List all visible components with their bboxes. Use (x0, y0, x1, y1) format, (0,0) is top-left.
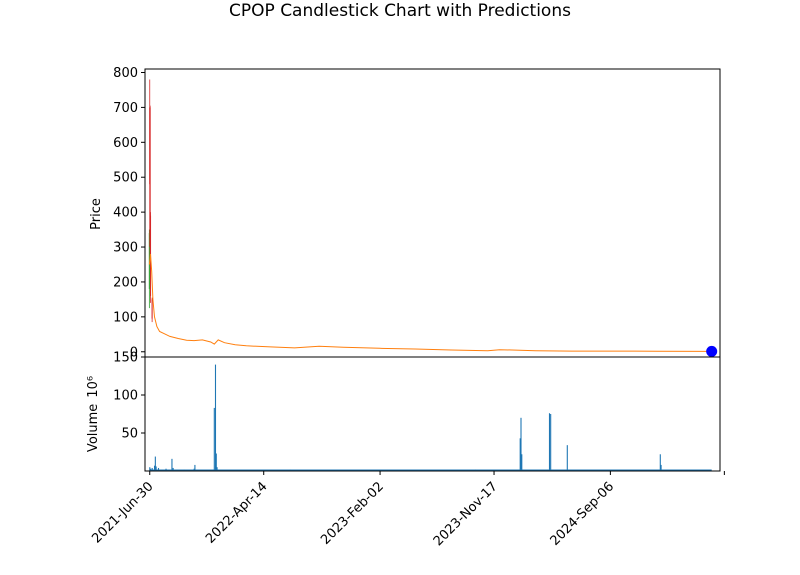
price-y-tick-label-0: 0 (130, 345, 138, 360)
volume-axes-frame (144, 356, 721, 472)
volume-y-tick-label-50: 50 (121, 427, 138, 442)
price-y-tick-label-400: 400 (113, 206, 138, 221)
volume-bar-21 (519, 438, 521, 471)
volume-bar-9 (172, 467, 174, 471)
volume-bar-25 (550, 414, 552, 471)
volume-y-ticks: 50 100 150 (113, 351, 145, 442)
volume-bar-22 (520, 417, 522, 471)
price-y-tick-label-300: 300 (113, 241, 138, 256)
volume-bar-16 (215, 453, 217, 471)
volume-marks (149, 364, 712, 471)
candle-body-2 (149, 107, 151, 213)
volume-bar-28 (660, 464, 662, 471)
volume-y-tick-label-150: 150 (113, 351, 138, 366)
volume-y-tick-label-100: 100 (113, 389, 138, 404)
volume-bar-23 (521, 454, 523, 471)
price-marks (148, 79, 718, 357)
price-series-line-0 (148, 253, 712, 352)
volume-bar-2 (151, 467, 153, 471)
volume-bar-14 (213, 407, 215, 471)
price-y-tick-label-600: 600 (113, 136, 138, 151)
volume-bar-17 (216, 467, 218, 471)
chart-title: CPOP Candlestick Chart with Predictions (229, 1, 571, 21)
volume-bar-12 (194, 464, 196, 471)
volume-bar-4 (154, 456, 156, 471)
volume-bar-8 (171, 458, 173, 471)
prediction-point-0 (706, 345, 718, 357)
volume-bar-15 (214, 364, 217, 471)
volume-y-axis-label-text: Volume (86, 404, 101, 452)
price-y-tick-label-700: 700 (113, 101, 138, 116)
price-panel: 0 100 200 300 400 500 600 700 800 Price (89, 66, 721, 360)
price-y-axis-label: Price (89, 198, 104, 230)
volume-bar-0 (149, 467, 151, 471)
volume-bar-3 (153, 465, 156, 471)
volume-bar-5 (155, 466, 157, 471)
volume-y-axis-label: Volume 10⁶ (86, 376, 101, 452)
price-y-tick-label-100: 100 (113, 310, 138, 325)
volume-baseline-bars (149, 469, 712, 471)
price-y-tick-label-200: 200 (113, 275, 138, 290)
volume-bar-26 (566, 445, 568, 471)
volume-y-axis-multiplier: 10⁶ (86, 376, 101, 398)
candle-body-4 (151, 299, 153, 319)
volume-bar-27 (659, 454, 661, 471)
volume-bar-6 (157, 467, 160, 471)
price-y-ticks: 0 100 200 300 400 500 600 700 800 (113, 66, 145, 360)
volume-bar-24 (548, 413, 551, 471)
price-y-tick-label-500: 500 (113, 171, 138, 186)
price-y-tick-label-800: 800 (113, 66, 138, 81)
